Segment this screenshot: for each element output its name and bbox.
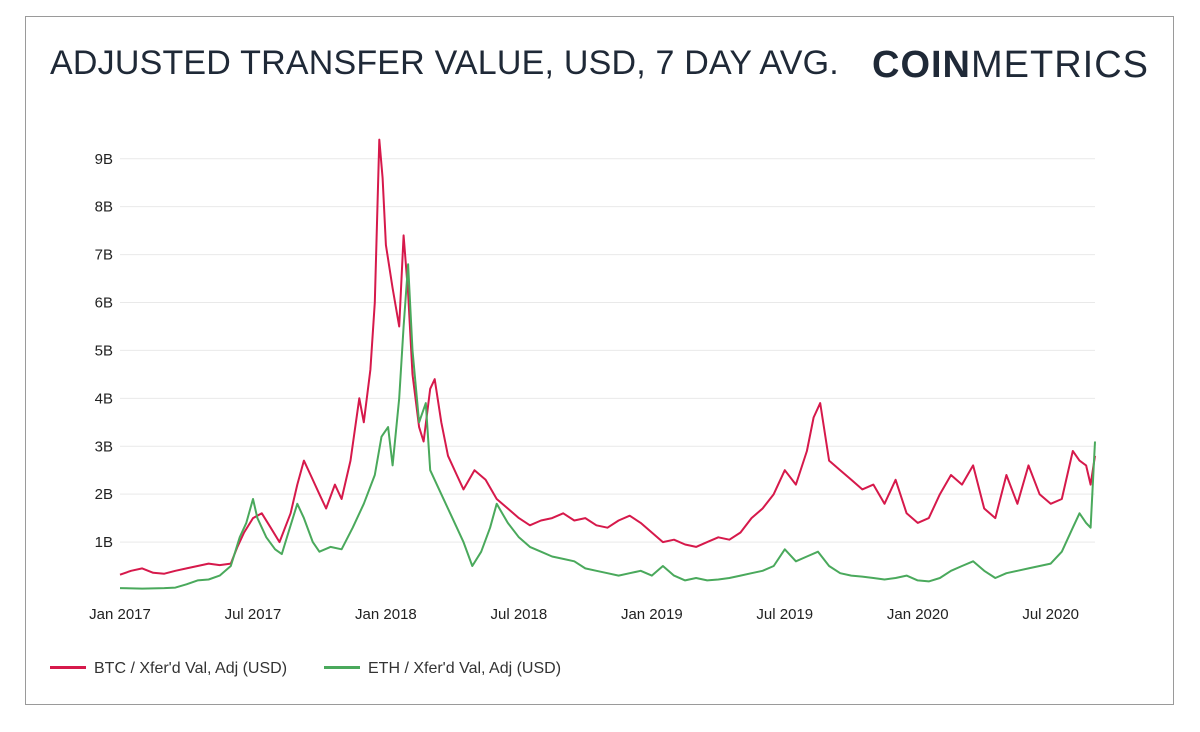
x-tick-label: Jul 2017: [225, 606, 282, 623]
coinmetrics-logo: COINMETRICS: [872, 44, 1149, 87]
x-tick-label: Jan 2019: [621, 606, 683, 623]
logo-light-text: METRICS: [971, 44, 1149, 86]
legend-item-eth[interactable]: ETH / Xfer'd Val, Adj (USD): [324, 660, 561, 678]
y-tick-label: 6B: [95, 295, 113, 312]
x-tick-label: Jan 2018: [355, 606, 417, 623]
y-tick-label: 7B: [95, 247, 113, 264]
x-tick-label: Jul 2018: [491, 606, 548, 623]
series-lines: [119, 138, 1096, 590]
legend-swatch-eth: [324, 666, 360, 670]
logo-bold-text: COIN: [872, 44, 971, 86]
legend-item-btc[interactable]: BTC / Xfer'd Val, Adj (USD): [50, 660, 287, 678]
x-tick-label: Jul 2019: [756, 606, 813, 623]
chart-frame: [25, 16, 1174, 705]
x-tick-label: Jul 2020: [1022, 606, 1079, 623]
x-tick-label: Jan 2020: [887, 606, 949, 623]
series-line-eth: [119, 263, 1096, 590]
chart-title: ADJUSTED TRANSFER VALUE, USD, 7 DAY AVG.: [50, 44, 839, 82]
y-tick-label: 3B: [95, 438, 113, 455]
y-tick-label: 5B: [95, 342, 113, 359]
y-axis-ticks: 1B 2B 3B 4B 5B 6B 7B 8B 9B: [95, 151, 113, 551]
legend-label-eth: ETH / Xfer'd Val, Adj (USD): [368, 660, 562, 677]
legend-label-btc: BTC / Xfer'd Val, Adj (USD): [94, 660, 288, 677]
series-line-btc: [119, 138, 1096, 576]
legend-swatch-btc: [50, 666, 86, 670]
y-tick-label: 1B: [95, 534, 113, 551]
y-tick-label: 8B: [95, 199, 113, 216]
y-tick-label: 4B: [95, 390, 113, 407]
grid-lines: [120, 158, 1095, 543]
x-axis-ticks: Jan 2017 Jul 2017 Jan 2018 Jul 2018 Jan 2019…: [89, 606, 1079, 623]
y-tick-label: 2B: [95, 486, 113, 503]
x-tick-label: Jan 2017: [89, 606, 151, 623]
y-tick-label: 9B: [95, 151, 113, 168]
